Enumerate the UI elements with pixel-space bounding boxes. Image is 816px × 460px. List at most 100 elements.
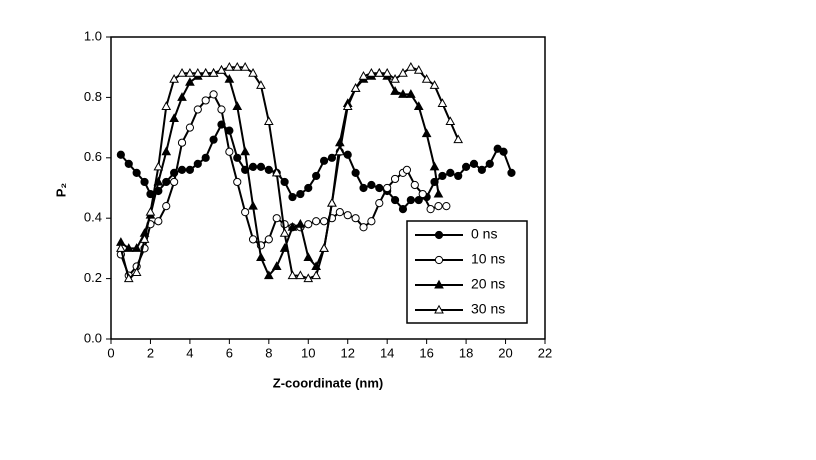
marker [327, 153, 337, 162]
marker [256, 162, 266, 171]
marker [413, 101, 424, 110]
marker [402, 165, 412, 174]
marker [311, 270, 322, 280]
marker [192, 68, 203, 77]
x-tick-label: 4 [186, 345, 193, 360]
marker [139, 234, 150, 243]
marker [271, 261, 282, 271]
marker [390, 195, 400, 205]
marker [418, 189, 427, 199]
marker [342, 101, 353, 110]
y-tick-label: 0.2 [84, 270, 102, 285]
marker [383, 183, 392, 193]
marker [295, 219, 306, 228]
marker [366, 68, 377, 77]
marker [193, 105, 202, 114]
marker [343, 150, 352, 159]
y-tick-label: 0.4 [84, 210, 102, 225]
marker [170, 177, 179, 187]
x-tick-label: 20 [498, 345, 512, 360]
marker [209, 90, 218, 99]
marker [434, 202, 443, 211]
marker [406, 195, 415, 205]
x-tick-label: 22 [538, 345, 552, 360]
marker [169, 113, 179, 123]
y-tick-label: 0.0 [84, 330, 102, 345]
marker [240, 61, 250, 71]
x-tick-label: 2 [147, 345, 154, 360]
marker [233, 177, 242, 187]
marker [248, 162, 258, 171]
marker [185, 77, 195, 86]
x-tick-label: 18 [459, 345, 473, 360]
marker [433, 188, 444, 198]
marker [351, 214, 360, 223]
marker [123, 243, 134, 252]
marker [319, 156, 329, 165]
marker [477, 165, 486, 174]
marker [116, 150, 125, 159]
y-tick-label: 0.8 [84, 89, 102, 104]
marker [132, 168, 141, 177]
marker [413, 64, 424, 74]
marker [367, 180, 376, 190]
marker [499, 147, 508, 156]
marker [410, 180, 419, 190]
x-tick-label: 0 [107, 345, 114, 360]
marker [280, 177, 289, 187]
marker [434, 279, 444, 289]
marker [209, 135, 218, 144]
marker [374, 68, 385, 77]
marker [140, 177, 149, 187]
marker [304, 220, 313, 229]
marker [248, 200, 258, 210]
marker [200, 68, 211, 77]
marker [421, 128, 432, 138]
x-axis-label: Z-coordinate (nm) [273, 375, 384, 390]
y-axis-label: P₂ [53, 183, 68, 198]
marker [296, 189, 305, 199]
marker [343, 211, 352, 220]
marker [177, 92, 187, 101]
marker [240, 146, 250, 156]
marker [375, 199, 384, 208]
marker [288, 192, 297, 202]
marker [390, 86, 400, 95]
marker [201, 96, 210, 105]
marker [406, 61, 416, 71]
marker [426, 205, 435, 214]
marker [162, 202, 171, 211]
marker [350, 83, 361, 92]
marker [434, 255, 444, 265]
x-tick-label: 6 [226, 345, 233, 360]
series [116, 61, 464, 283]
marker [295, 270, 306, 280]
marker [351, 168, 360, 177]
marker [177, 68, 187, 77]
marker [390, 74, 400, 83]
marker [312, 217, 321, 226]
legend-label: 10 ns [471, 251, 505, 267]
marker [287, 270, 298, 280]
marker [438, 171, 447, 181]
marker [303, 252, 314, 261]
marker [382, 68, 393, 77]
marker [264, 165, 273, 174]
marker [116, 243, 126, 252]
marker [145, 206, 156, 216]
marker [319, 243, 329, 252]
marker [263, 270, 274, 280]
marker [272, 214, 281, 223]
marker [359, 223, 368, 232]
marker [454, 171, 463, 181]
marker [398, 205, 408, 214]
legend: 0 ns 10 ns 20 ns 30 ns [406, 220, 528, 324]
marker [161, 101, 172, 110]
marker [375, 183, 384, 193]
plot-frame [110, 36, 546, 340]
marker [398, 89, 408, 98]
marker [153, 161, 164, 171]
marker [429, 80, 440, 89]
marker [453, 134, 464, 144]
